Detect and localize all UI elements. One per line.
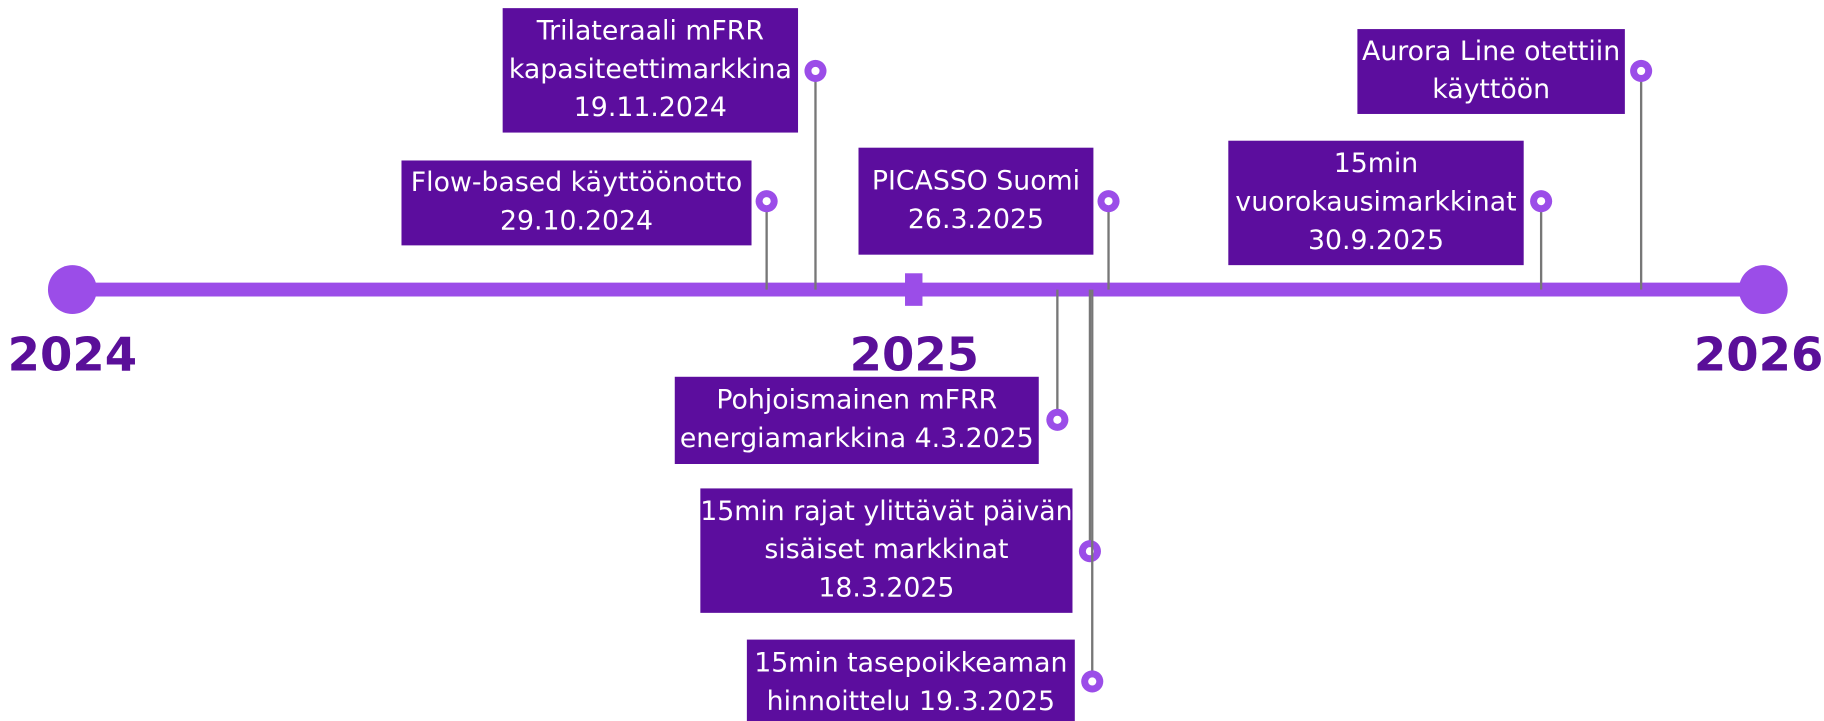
- event-text: energiamarkkina 4.3.2025: [680, 423, 1034, 454]
- event: Pohjoismainen mFRR energiamarkkina 4.3.20…: [674, 289, 1069, 464]
- event-text: Pohjoismainen mFRR: [716, 385, 997, 416]
- event-text: 15min tasepoikkeaman: [754, 648, 1067, 679]
- event: Aurora Line otettiin käyttöön: [1357, 29, 1653, 290]
- event-text: 18.3.2025: [818, 573, 954, 604]
- axis-end: [1738, 265, 1788, 314]
- event-text: hinnoittelu 19.3.2025: [767, 686, 1055, 717]
- event-box: [1228, 140, 1524, 266]
- event: 15min vuorokausimarkkinat 30.9.2025: [1228, 140, 1553, 290]
- event-text: 15min: [1334, 148, 1418, 179]
- axis-midpoint: [905, 273, 923, 306]
- pin-center: [1053, 415, 1062, 424]
- event-text: Trilateraali mFRR: [536, 15, 764, 46]
- axis-start: [47, 265, 97, 314]
- events: Trilateraali mFRR kapasiteettimarkkina 19.…: [401, 8, 1653, 721]
- event-text: PICASSO Suomi: [872, 165, 1080, 196]
- event: PICASSO Suomi 26.3.2025: [858, 147, 1120, 290]
- event-text: kapasiteettimarkkina: [509, 54, 792, 85]
- pin-center: [811, 66, 820, 76]
- event-box: [401, 160, 752, 246]
- event-text: 30.9.2025: [1308, 225, 1444, 256]
- event-box: [700, 488, 1073, 613]
- event-box: [746, 639, 1075, 721]
- event-text: Aurora Line otettiin: [1362, 36, 1620, 67]
- event-text: käyttöön: [1432, 74, 1550, 105]
- year-label: 2026: [1694, 328, 1823, 382]
- event: Flow-based käyttöönotto 29.10.2024: [401, 160, 778, 290]
- event-text: sisäiset markkinat: [764, 534, 1008, 565]
- year-label: 2024: [8, 328, 137, 382]
- event-box: [502, 8, 799, 133]
- event: Trilateraali mFRR kapasiteettimarkkina 19.…: [502, 8, 827, 290]
- pin-center: [1537, 197, 1546, 206]
- event-box: [674, 376, 1039, 464]
- pin-center: [1637, 66, 1646, 76]
- event-text: vuorokausimarkkinat: [1235, 186, 1516, 217]
- pin-center: [762, 197, 771, 206]
- event-text: 29.10.2024: [500, 206, 653, 237]
- event: 15min rajat ylittävät päivän sisäiset mar…: [700, 289, 1101, 613]
- year-label: 2025: [850, 328, 979, 382]
- event-text: Flow-based käyttöönotto: [411, 167, 742, 198]
- event-text: 19.11.2024: [574, 92, 727, 123]
- event-text: 26.3.2025: [908, 204, 1044, 235]
- pin-center: [1088, 677, 1097, 686]
- pin-center: [1104, 197, 1113, 206]
- event-text: 15min rajat ylittävät päivän: [700, 496, 1072, 527]
- event-box: [1357, 29, 1625, 114]
- event-box: [858, 147, 1094, 255]
- event: 15min tasepoikkeaman hinnoittelu 19.3.202…: [746, 289, 1104, 721]
